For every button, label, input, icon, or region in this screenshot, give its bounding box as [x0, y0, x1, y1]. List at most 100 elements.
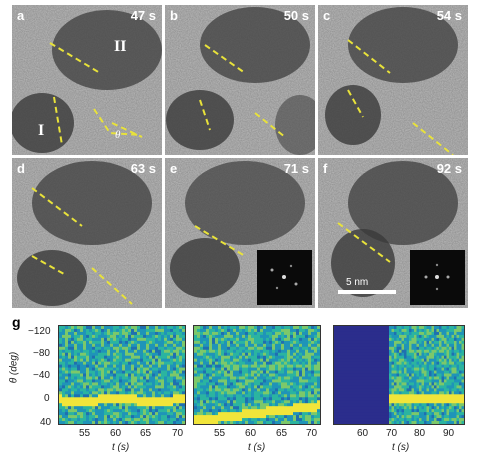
heatmap-cell [281, 340, 285, 345]
heatmap-cell [251, 361, 255, 366]
heatmap-cell [391, 394, 395, 398]
heatmap-cell [424, 400, 427, 404]
heatmap-cell [334, 331, 337, 336]
heatmap-cell [158, 409, 162, 413]
heatmap-cell [143, 385, 147, 389]
heatmap-cell [131, 385, 135, 389]
heatmap-cell [89, 382, 93, 386]
heatmap-cell [386, 358, 390, 363]
heatmap-cell [436, 346, 440, 351]
heatmap-cell [83, 328, 87, 333]
heatmap-cell [366, 379, 370, 383]
heatmap-cell [389, 367, 392, 372]
heatmap-cell [293, 367, 297, 372]
heatmap-cell [346, 340, 350, 345]
heatmap-cell [122, 394, 126, 398]
heatmap-cell [349, 358, 352, 363]
heatmap-cell [203, 415, 207, 419]
heatmap-cell [125, 418, 129, 422]
heatmap-cell [149, 326, 153, 330]
heatmap-cell [381, 346, 385, 351]
heatmap-cell [436, 406, 440, 410]
heatmap-cell [401, 421, 405, 425]
heatmap-cell [339, 367, 342, 372]
heatmap-cell [254, 361, 258, 366]
heatmap-cell [429, 349, 432, 354]
heatmap-cell [424, 334, 427, 339]
heatmap-cell [269, 334, 273, 339]
heatmap-cell [436, 418, 440, 422]
heatmap-cell [143, 367, 147, 372]
heatmap-cell [71, 391, 75, 395]
heatmap-cell [89, 397, 93, 401]
heatmap-cell [203, 418, 207, 422]
heatmap-cell [426, 334, 430, 339]
heatmap-cell [200, 397, 204, 401]
heatmap-cell [206, 343, 210, 348]
heatmap-cell [89, 349, 93, 354]
heatmap-cell [182, 415, 186, 419]
heatmap-cell [386, 346, 390, 351]
heatmap-cell [74, 337, 78, 342]
heatmap-cell [149, 361, 153, 366]
heatmap-cell [394, 340, 397, 345]
heatmap-cell [449, 370, 452, 375]
heatmap-cell [374, 412, 377, 416]
heatmap-cell [137, 412, 141, 416]
heatmap-cell [386, 361, 390, 366]
heatmap-cell [434, 343, 437, 348]
heatmap-cell [454, 364, 457, 369]
heatmap-cell [339, 406, 342, 410]
heatmap-cell [197, 326, 201, 330]
heatmap-cell [419, 328, 422, 333]
heatmap-cell [116, 391, 120, 395]
heatmap-cell [206, 349, 210, 354]
heatmap-cell [351, 400, 355, 404]
heatmap-cell [215, 337, 219, 342]
heatmap-cell [242, 382, 246, 386]
heatmap-cell [456, 370, 460, 375]
heatmap-cell [209, 421, 213, 425]
heatmap-cell [369, 379, 372, 383]
heatmap-cell [167, 421, 171, 425]
heatmap-cell [436, 394, 440, 398]
heatmap-cell [426, 376, 430, 380]
heatmap-cell [71, 397, 75, 401]
heatmap-cell [209, 346, 213, 351]
heatmap-cell [404, 409, 407, 413]
heatmap-cell [239, 397, 243, 401]
heatmap-cell [200, 406, 204, 410]
heatmap-cell [406, 326, 410, 330]
heatmap-cell [227, 412, 231, 416]
heatmap-cell [399, 382, 402, 386]
heatmap-cell [386, 412, 390, 416]
heatmap-cell [376, 367, 380, 372]
heatmap-cell [158, 331, 162, 336]
heatmap-cell [122, 373, 126, 377]
heatmap-cell [161, 370, 165, 375]
heatmap-cell [239, 331, 243, 336]
heatmap-cell [344, 361, 347, 366]
heatmap-cell [275, 403, 279, 407]
heatmap-cell [389, 370, 392, 375]
heatmap-cell [371, 337, 375, 342]
heatmap-cell [173, 385, 177, 389]
heatmap-cell [200, 388, 204, 392]
heatmap-cell [349, 340, 352, 345]
heatmap-cell [444, 394, 447, 398]
heatmap-cell [446, 367, 450, 372]
heatmap-cell [449, 346, 452, 351]
heatmap-cell [302, 358, 306, 363]
heatmap-cell [176, 403, 180, 407]
heatmap-cell [459, 382, 462, 386]
heatmap-cell [349, 400, 352, 404]
heatmap-cell [317, 352, 321, 357]
heatmap-cell [439, 376, 442, 380]
heatmap-cell [339, 391, 342, 395]
heatmap-cell [71, 328, 75, 333]
heatmap-cell [167, 367, 171, 372]
heatmap-cell [439, 355, 442, 360]
heatmap-cell [429, 418, 432, 422]
heatmap-cell [314, 326, 318, 330]
heatmap-cell [284, 358, 288, 363]
